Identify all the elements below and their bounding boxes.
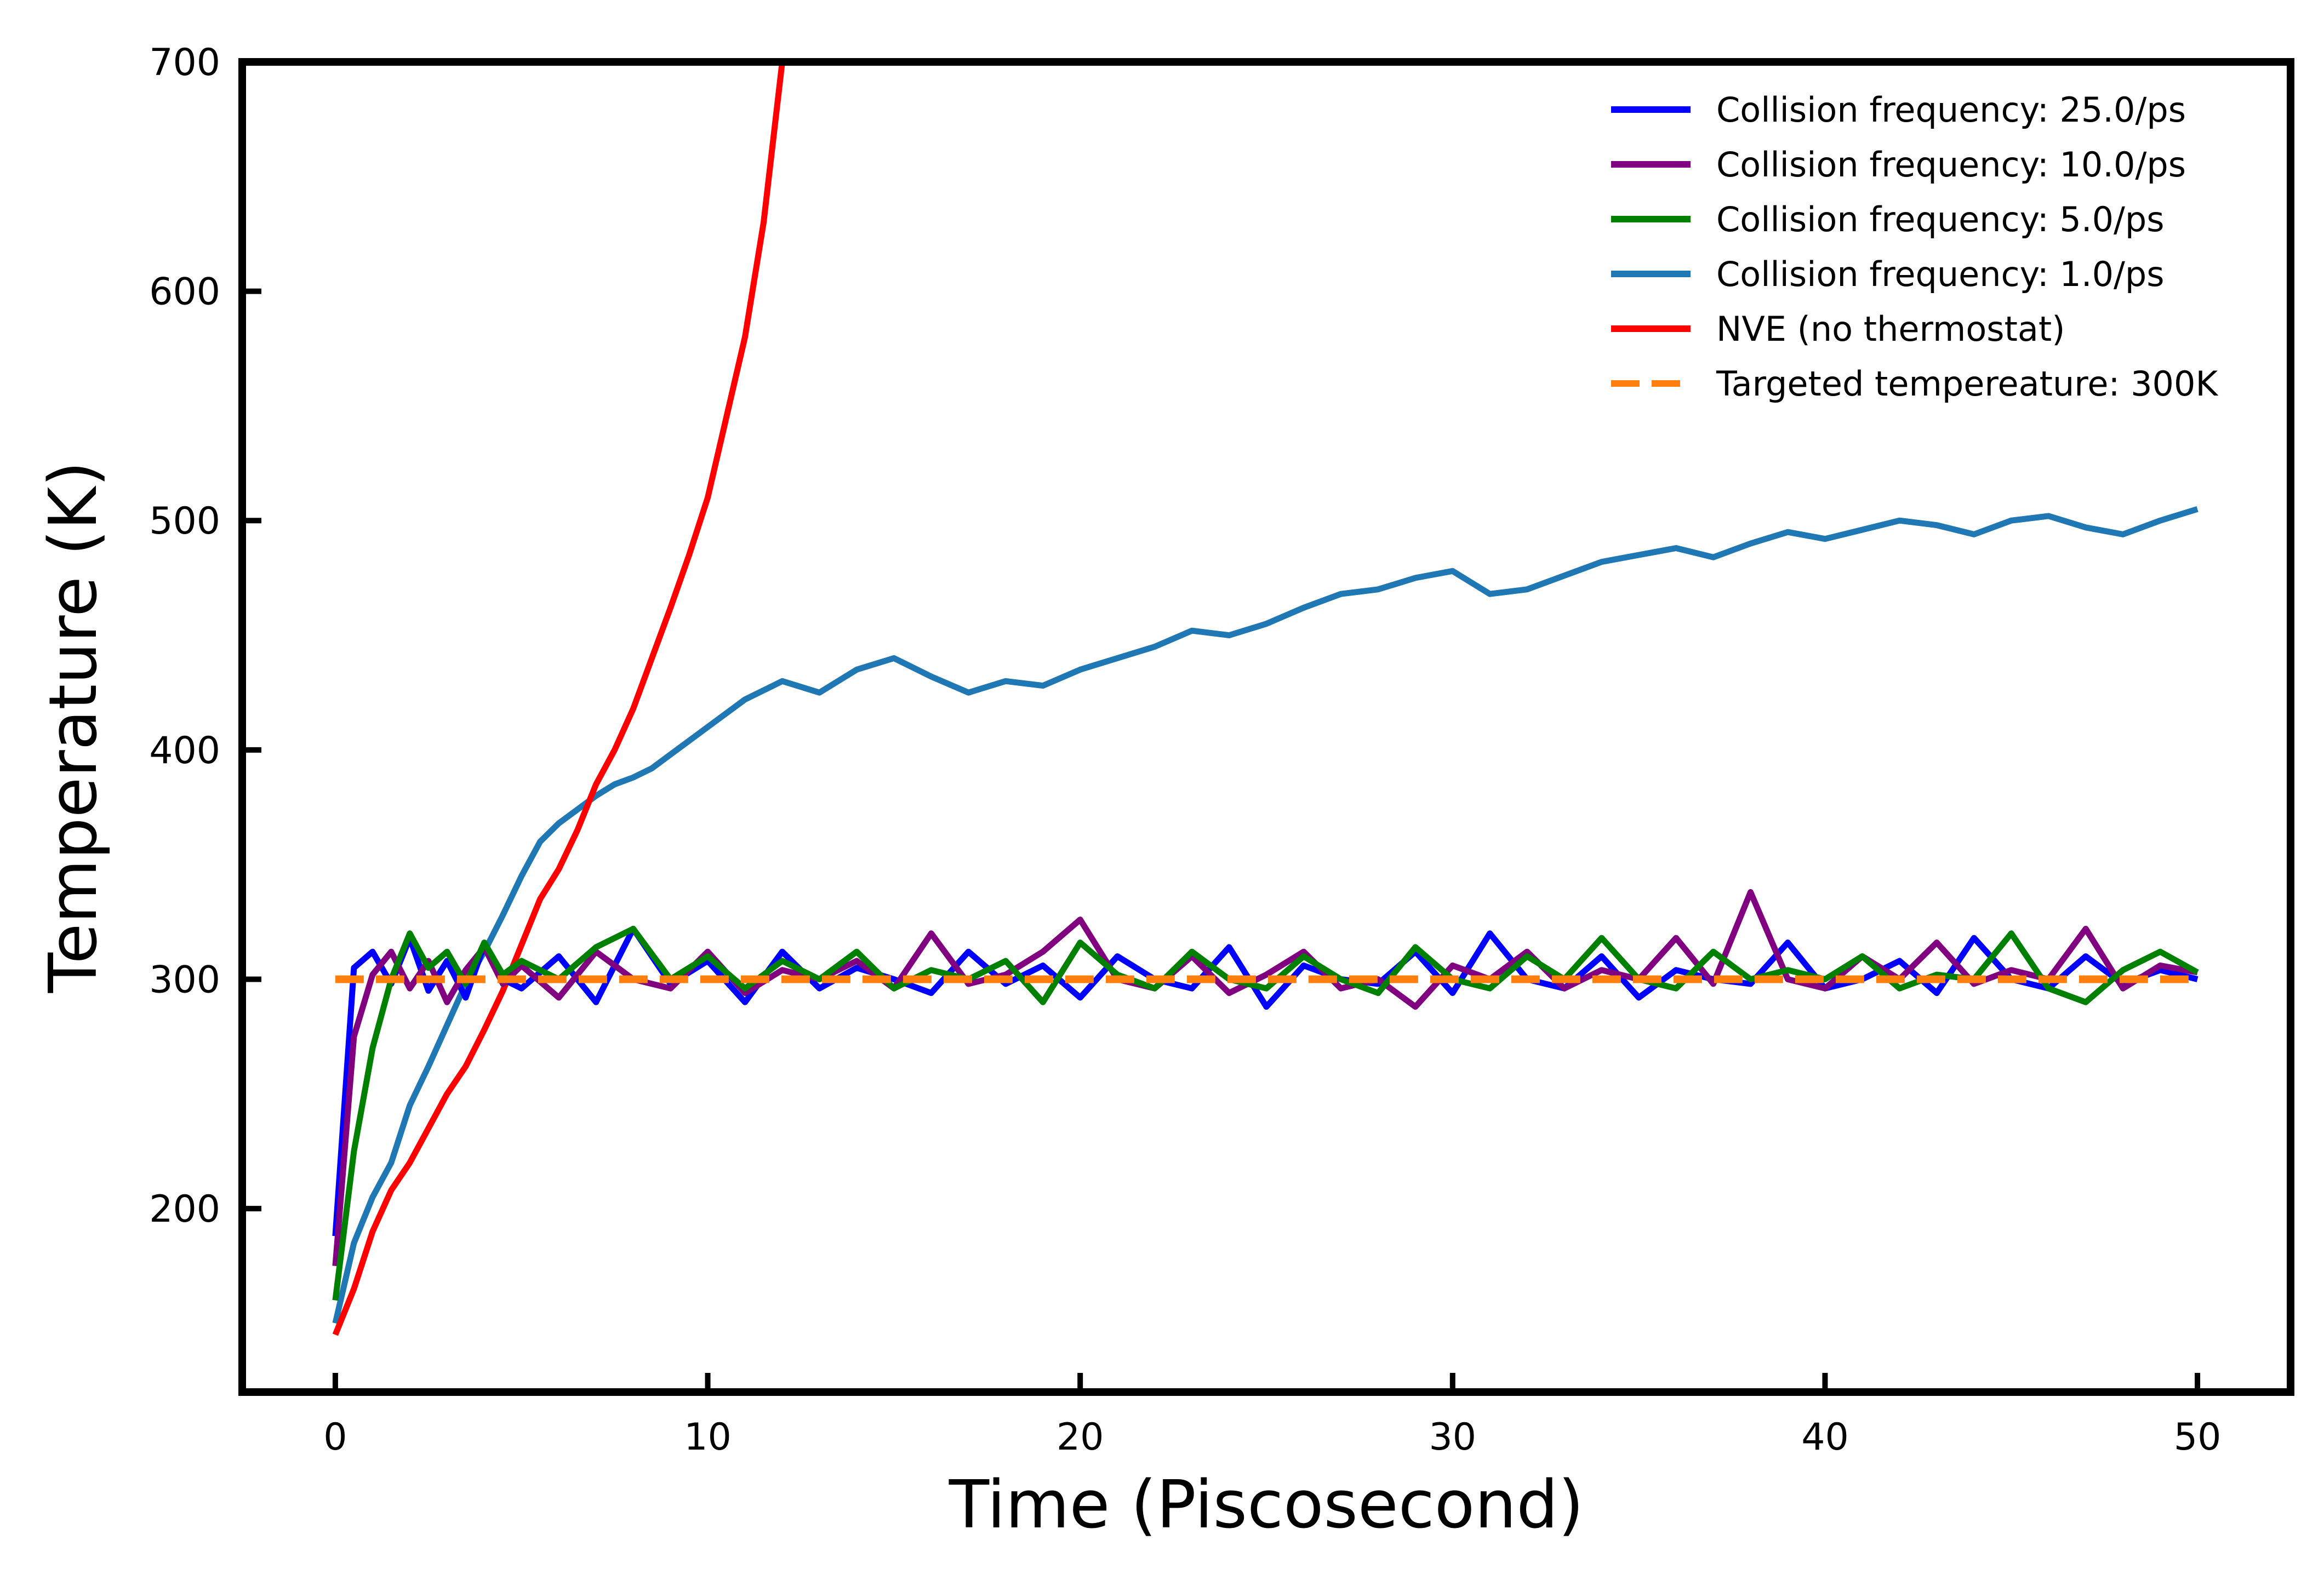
legend-label-1: Collision frequency: 10.0/ps <box>1716 145 2186 185</box>
x-axis-label: Time (Piscosecond) <box>949 1467 1584 1543</box>
ticks-layer: 0 10 20 30 40 50 200 300 400 500 600 700 <box>149 41 2221 1459</box>
series-line-2 <box>332 925 2199 1301</box>
plot-frame <box>238 58 2294 1396</box>
y-tick-label-0: 200 <box>149 1188 220 1231</box>
legend-label-4: NVE (no thermostat) <box>1716 309 2065 349</box>
legend-label-0: Collision frequency: 25.0/ps <box>1716 90 2186 130</box>
series-line-4 <box>332 62 785 1336</box>
legend-label-2: Collision frequency: 5.0/ps <box>1716 199 2165 239</box>
x-tick-label-4: 40 <box>1801 1416 1849 1459</box>
y-tick-label-4: 600 <box>149 271 220 314</box>
y-tick-label-2: 400 <box>149 729 220 772</box>
y-axis-label: Temperature (K) <box>36 461 112 994</box>
x-tick-label-2: 20 <box>1057 1416 1104 1459</box>
y-tick-label-3: 500 <box>149 500 220 543</box>
y-tick-label-1: 300 <box>149 958 220 1001</box>
x-tick-label-5: 50 <box>2174 1416 2222 1459</box>
y-tick-label-5: 700 <box>149 41 220 84</box>
legend-label-5: Targeted tempereature: 300K <box>1716 364 2218 404</box>
series-line-3 <box>332 506 2199 1324</box>
x-tick-label-0: 0 <box>323 1416 347 1459</box>
x-tick-label-1: 10 <box>684 1416 732 1459</box>
legend: Collision frequency: 25.0/ps Collision fr… <box>1611 90 2218 404</box>
series-layer <box>332 62 2199 1336</box>
legend-label-3: Collision frequency: 1.0/ps <box>1716 254 2165 294</box>
x-tick-label-3: 30 <box>1429 1416 1477 1459</box>
